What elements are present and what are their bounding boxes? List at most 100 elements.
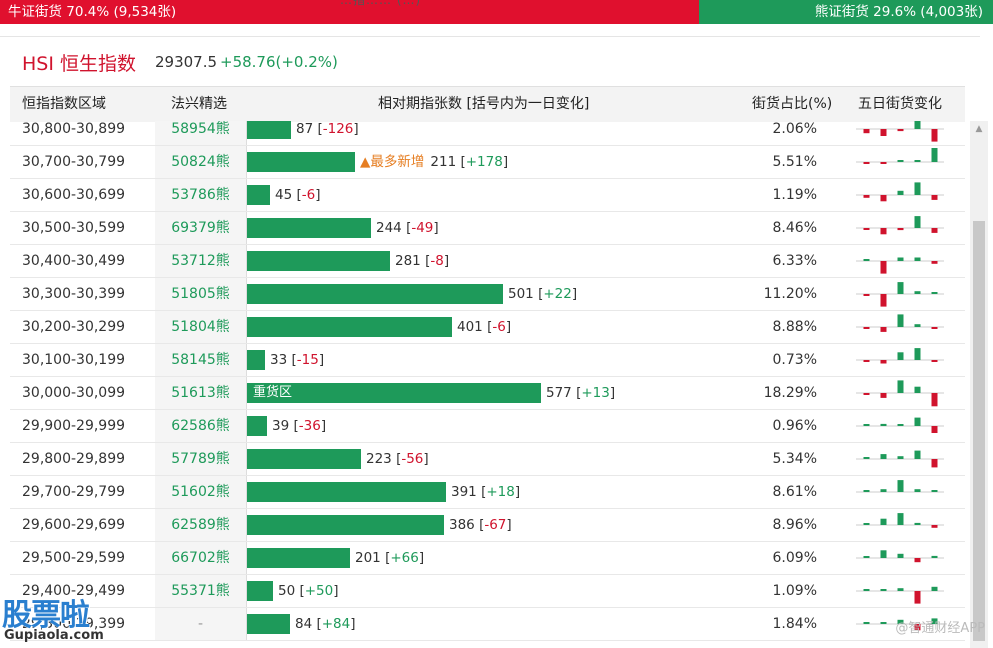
row-warrant-code[interactable]: 66702熊 — [155, 542, 246, 574]
row-count-label: 50 [+50] — [278, 583, 339, 599]
table-row[interactable]: 29,500-29,599 66702熊 201 [+66] 6.09% — [10, 542, 965, 575]
five-day-sparkline — [856, 618, 944, 631]
row-range: 30,400-30,499 — [22, 253, 126, 269]
sparkline-bar — [863, 457, 870, 459]
row-range: 29,500-29,599 — [22, 550, 126, 566]
table-row[interactable]: 30,600-30,699 53786熊 45 [-6] 1.19% — [10, 179, 965, 212]
bear-share-label: 熊证街货 29.6% (4,003张) — [814, 4, 983, 20]
scroll-up-arrow-icon[interactable]: ▲ — [975, 124, 983, 134]
watermark-logo-text: 股票啦 — [2, 598, 90, 633]
bull-bear-ratio-bar: 牛证街货 70.4% (9,534张) 熊证街货 29.6% (4,003张) — [0, 0, 993, 24]
sparkline-bar — [914, 386, 921, 393]
five-day-sparkline — [856, 586, 944, 604]
sparkline-bar — [914, 216, 921, 228]
row-warrant-code[interactable]: 55371熊 — [155, 575, 246, 607]
sparkline-bar — [931, 228, 938, 233]
bear-share-segment: 熊证街货 29.6% (4,003张) — [699, 0, 993, 24]
row-share-pct: 1.09% — [772, 583, 817, 599]
row-count: 211 — [430, 154, 457, 170]
row-range: 30,100-30,199 — [22, 352, 126, 368]
header-code[interactable]: 法兴精选 — [171, 96, 227, 112]
five-day-sparkline — [856, 121, 944, 142]
table-row[interactable]: 30,500-30,599 69379熊 244 [-49] 8.46% — [10, 212, 965, 245]
row-warrant-code[interactable]: 69379熊 — [155, 212, 246, 244]
row-warrant-code[interactable]: 62586熊 — [155, 410, 246, 442]
row-warrant-code[interactable]: 50824熊 — [155, 146, 246, 178]
sparkline-bar — [897, 352, 904, 360]
table-row[interactable]: 30,800-30,899 58954熊 87 [-126] 2.06% — [10, 121, 965, 146]
sparkline-bar — [880, 589, 887, 591]
most-added-tag: ▲最多新增 — [360, 154, 425, 170]
row-warrant-code[interactable]: 51804熊 — [155, 311, 246, 343]
sparkline-bar — [863, 327, 870, 329]
row-day-change: -56 — [401, 451, 424, 467]
table-row[interactable]: 30,300-30,399 51805熊 501 [+22] 11.20% — [10, 278, 965, 311]
table-row[interactable]: 29,600-29,699 62589熊 386 [-67] 8.96% — [10, 509, 965, 542]
table-row[interactable]: 29,400-29,499 55371熊 50 [+50] 1.09% — [10, 575, 965, 608]
row-share-pct: 1.84% — [772, 616, 817, 632]
row-bar-cell: 39 [-36] — [246, 410, 326, 442]
row-bar-cell: 244 [-49] — [246, 212, 439, 244]
sparkline-bar — [880, 360, 887, 364]
five-day-sparkline — [856, 148, 944, 164]
sparkline-bar — [880, 423, 887, 426]
row-bar-cell: 391 [+18] — [246, 476, 520, 508]
table-row[interactable]: 30,400-30,499 53712熊 281 [-8] 6.33% — [10, 245, 965, 278]
row-count: 391 — [451, 484, 477, 500]
row-share-pct: 18.29% — [763, 385, 817, 401]
index-name[interactable]: HSI 恒生指数 — [22, 53, 136, 75]
row-warrant-code[interactable]: 58145熊 — [155, 344, 246, 376]
sparkline-bar — [897, 160, 904, 162]
table-row[interactable]: 30,200-30,299 51804熊 401 [-6] 8.88% — [10, 311, 965, 344]
row-count-bar — [247, 121, 291, 139]
header-change[interactable]: 相对期指张数 [括号内为一日变化] — [378, 96, 590, 112]
sparkline-bar — [914, 324, 921, 327]
row-count: 577 — [546, 385, 572, 401]
sparkline-bar — [914, 257, 921, 261]
row-day-change: -8 — [430, 253, 444, 269]
row-share-pct: 1.19% — [772, 187, 817, 203]
row-warrant-code[interactable]: 51805熊 — [155, 278, 246, 310]
sparkline-bar — [863, 162, 870, 164]
row-count-bar — [247, 350, 265, 370]
table-row[interactable]: 30,700-30,799 50824熊 ▲最多新增 211 [+178] 5.51% — [10, 146, 965, 179]
table-row[interactable]: 30,100-30,199 58145熊 33 [-15] 0.73% — [10, 344, 965, 377]
row-day-change: +18 — [486, 484, 515, 500]
row-warrant-code[interactable]: 53786熊 — [155, 179, 246, 211]
table-row[interactable]: 29,700-29,799 51602熊 391 [+18] 8.61% — [10, 476, 965, 509]
index-header: HSI 恒生指数 29307.5 +58.76(+0.2%) — [0, 36, 980, 87]
header-range[interactable]: 恒指指数区域 — [22, 96, 106, 112]
row-count-label: ▲最多新增 211 [+178] — [360, 154, 509, 170]
sparkline-bar — [931, 195, 938, 200]
table-row[interactable]: 29,300-29,399 - 84 [+84] 1.84% — [10, 608, 965, 641]
row-bar-cell: 重货区 577 [+13] — [246, 377, 615, 409]
sparkline-bar — [863, 393, 870, 395]
scroll-thumb[interactable] — [973, 221, 985, 641]
header-pct[interactable]: 街货占比(%) — [752, 96, 833, 112]
header-trend[interactable]: 五日街货变化 — [858, 96, 942, 112]
row-warrant-code[interactable]: 51613熊 — [155, 377, 246, 409]
sparkline-bar — [880, 228, 887, 235]
sparkline-bar — [880, 393, 887, 398]
row-count-label: 39 [-36] — [272, 418, 327, 434]
row-share-pct: 5.34% — [772, 451, 817, 467]
row-warrant-code[interactable]: 57789熊 — [155, 443, 246, 475]
table-row[interactable]: 29,900-29,999 62586熊 39 [-36] 0.96% — [10, 410, 965, 443]
sparkline-bar — [914, 348, 921, 360]
table-row[interactable]: 29,800-29,899 57789熊 223 [-56] 5.34% — [10, 443, 965, 476]
vertical-scrollbar[interactable]: ▲ — [970, 121, 988, 648]
five-day-sparkline — [856, 348, 944, 364]
row-day-change: +66 — [390, 550, 419, 566]
row-warrant-code[interactable]: 51602熊 — [155, 476, 246, 508]
row-warrant-code[interactable]: 53712熊 — [155, 245, 246, 277]
row-warrant-code[interactable]: 58954熊 — [155, 121, 246, 145]
sparkline-bar — [931, 618, 938, 624]
row-count-label: 391 [+18] — [451, 484, 521, 500]
row-day-change: -6 — [301, 187, 316, 203]
sparkline-bar — [931, 525, 938, 528]
sparkline-bar — [863, 259, 870, 261]
sparkline-bar — [880, 294, 887, 307]
table-row[interactable]: 30,000-30,099 51613熊 重货区 577 [+13] 18.29% — [10, 377, 965, 410]
row-count-bar — [247, 482, 446, 502]
row-warrant-code[interactable]: 62589熊 — [155, 509, 246, 541]
